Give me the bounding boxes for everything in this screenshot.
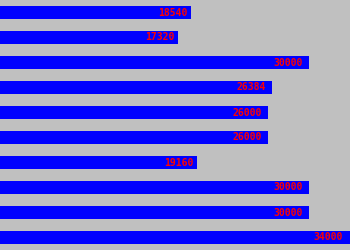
Text: 30000: 30000 <box>273 208 303 218</box>
Text: 34000: 34000 <box>314 232 343 242</box>
Bar <box>0 180 309 194</box>
Bar <box>0 106 268 120</box>
Bar <box>0 156 197 170</box>
Bar <box>0 130 268 144</box>
Text: 17320: 17320 <box>145 32 175 42</box>
Bar <box>0 80 272 94</box>
Text: 26384: 26384 <box>237 82 266 92</box>
Bar <box>0 6 191 20</box>
Text: 26000: 26000 <box>233 132 262 142</box>
Text: 30000: 30000 <box>273 58 303 68</box>
Bar <box>0 56 309 69</box>
Text: 26000: 26000 <box>233 108 262 118</box>
Bar <box>0 30 178 44</box>
Bar <box>0 230 350 244</box>
Text: 19160: 19160 <box>164 158 193 168</box>
Text: 18540: 18540 <box>158 8 187 18</box>
Text: 30000: 30000 <box>273 182 303 192</box>
Bar <box>0 206 309 220</box>
